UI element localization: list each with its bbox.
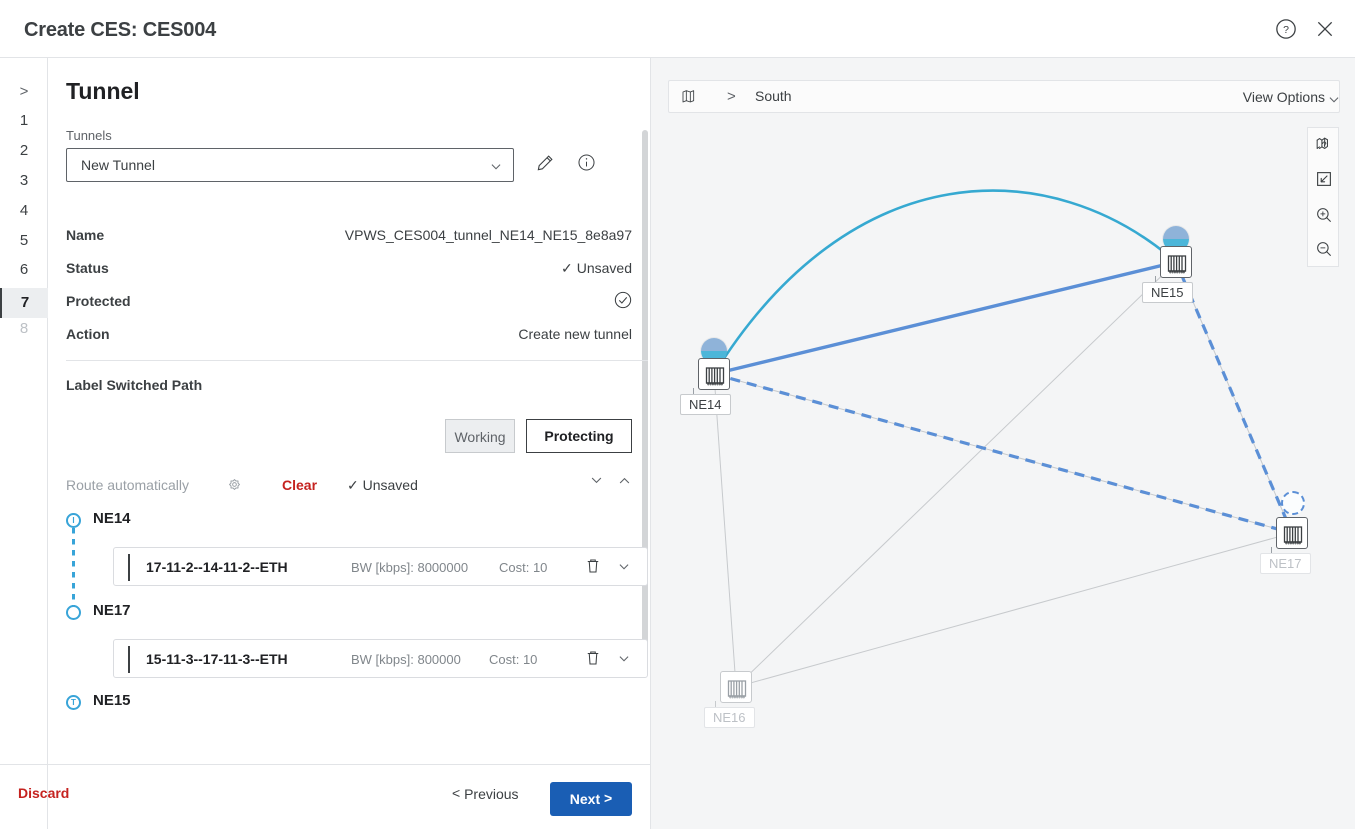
svg-text:?: ? <box>1283 24 1289 36</box>
